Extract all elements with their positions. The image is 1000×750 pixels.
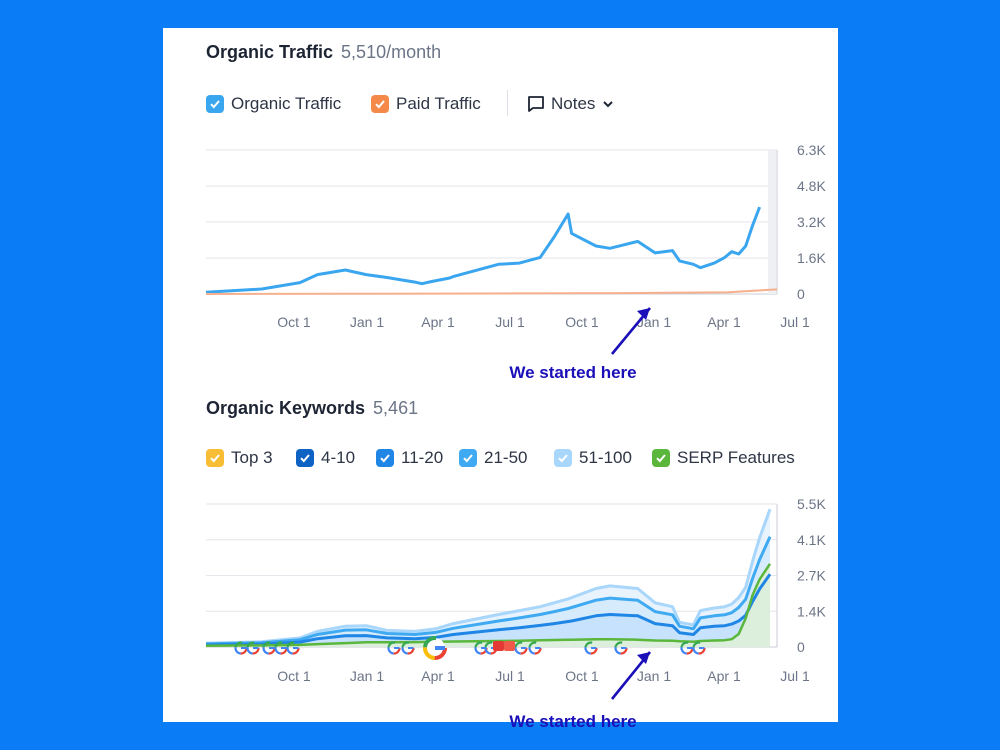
serp-feature-g-icon xyxy=(514,641,528,655)
serp-feature-g-icon xyxy=(401,641,415,655)
y-tick-label: 4.1K xyxy=(797,532,826,548)
organic-keywords-chart: 5.5K 4.1K 2.7K 1.4K 0 Oct 1 Jan 1 Apr 1 Jul 1 Oct… xyxy=(205,496,826,731)
legend-organic-traffic[interactable]: Organic Traffic xyxy=(206,94,341,114)
checkbox-icon[interactable] xyxy=(459,449,477,467)
x-tick-label: Apr 1 xyxy=(421,668,455,684)
x-tick-label: Apr 1 xyxy=(707,314,741,330)
serp-feature-g-icon xyxy=(614,641,628,655)
x-tick-label: Jul 1 xyxy=(495,668,525,684)
legend-label: 51-100 xyxy=(579,448,632,467)
checkbox-icon[interactable] xyxy=(371,95,389,113)
legend-label: 4-10 xyxy=(321,448,356,467)
y-tick-label: 3.2K xyxy=(797,214,826,230)
keywords-title-row: Organic Keywords 5,461 xyxy=(206,398,418,419)
annotation-text: We started here xyxy=(509,363,636,382)
chevron-down-icon xyxy=(603,101,614,108)
x-tick-label: Jan 1 xyxy=(350,668,384,684)
y-tick-label: 0 xyxy=(797,639,805,655)
legend-label: Paid Traffic xyxy=(396,94,481,113)
x-tick-label: Oct 1 xyxy=(277,668,311,684)
y-tick-label: 1.4K xyxy=(797,603,826,619)
x-tick-label: Oct 1 xyxy=(277,314,311,330)
legend-label: 11-20 xyxy=(401,448,444,467)
current-period-band xyxy=(768,150,776,294)
x-tick-label: Apr 1 xyxy=(707,668,741,684)
x-tick-label: Jan 1 xyxy=(637,668,671,684)
legend-serp-features[interactable]: SERP Features xyxy=(652,448,795,468)
notes-label: Notes xyxy=(551,94,596,113)
series-area-11-20 xyxy=(206,574,770,647)
traffic-title: Organic Traffic xyxy=(206,42,334,62)
legend-label: Organic Traffic xyxy=(231,94,342,113)
legend-11-20[interactable]: 11-20 xyxy=(376,448,443,468)
y-tick-label: 0 xyxy=(797,286,805,302)
legend-21-50[interactable]: 21-50 xyxy=(459,448,527,468)
series-line-21-50 xyxy=(205,536,772,646)
legend-paid-traffic[interactable]: Paid Traffic xyxy=(371,94,481,114)
serp-feature-g-icon xyxy=(246,641,260,655)
x-tick-label: Jul 1 xyxy=(780,668,810,684)
keywords-value: 5,461 xyxy=(373,398,419,418)
y-tick-label: 2.7K xyxy=(797,568,826,584)
serp-feature-g-icon xyxy=(387,641,401,655)
organic-traffic-chart: 6.3K 4.8K 3.2K 1.6K 0 Oct 1 Jan 1 Apr 1 Jul 1 Oct… xyxy=(205,142,826,382)
legend-4-10[interactable]: 4-10 xyxy=(296,448,355,468)
y-tick-label: 1.6K xyxy=(797,250,826,266)
report-card: Organic Traffic 5,510/month Organic Traff… xyxy=(163,28,838,731)
legend-label: SERP Features xyxy=(677,448,795,467)
x-tick-label: Jan 1 xyxy=(350,314,384,330)
traffic-title-row: Organic Traffic 5,510/month xyxy=(206,42,441,63)
traffic-value: 5,510/month xyxy=(341,42,442,62)
notes-dropdown[interactable]: Notes xyxy=(527,94,621,114)
x-tick-label: Apr 1 xyxy=(421,314,455,330)
legend-51-100[interactable]: 51-100 xyxy=(554,448,632,468)
serp-feature-g-icon xyxy=(584,641,598,655)
x-tick-label: Oct 1 xyxy=(565,314,599,330)
x-tick-label: Jul 1 xyxy=(780,314,810,330)
x-tick-label: Jul 1 xyxy=(495,314,525,330)
arrow-head-icon xyxy=(637,308,650,320)
serp-feature-g-icon xyxy=(692,641,706,655)
checkbox-icon[interactable] xyxy=(296,449,314,467)
checkbox-icon[interactable] xyxy=(206,95,224,113)
series-line-11-20 xyxy=(205,573,772,647)
series-line-serp-features xyxy=(205,563,772,647)
note-icon xyxy=(528,96,544,112)
series-line-organic-traffic xyxy=(205,206,762,294)
y-tick-label: 4.8K xyxy=(797,178,826,194)
review-flag-icon xyxy=(493,641,515,651)
x-tick-label: Oct 1 xyxy=(565,668,599,684)
series-line-51-100 xyxy=(205,508,772,645)
checkbox-icon[interactable] xyxy=(652,449,670,467)
annotation-text: We started here xyxy=(509,712,636,731)
serp-feature-g-icon xyxy=(528,641,542,655)
legend-label: Top 3 xyxy=(231,448,273,467)
serp-feature-g-icon xyxy=(286,641,300,655)
legend-top-3[interactable]: Top 3 xyxy=(206,448,273,468)
y-tick-label: 5.5K xyxy=(797,496,826,512)
arrow-head-icon xyxy=(637,652,650,664)
keywords-title: Organic Keywords xyxy=(206,398,366,418)
checkbox-icon[interactable] xyxy=(554,449,572,467)
legend-label: 21-50 xyxy=(484,448,528,467)
legend-divider xyxy=(507,90,508,116)
checkbox-icon[interactable] xyxy=(206,449,224,467)
y-tick-label: 6.3K xyxy=(797,142,826,158)
checkbox-icon[interactable] xyxy=(376,449,394,467)
google-logo-icon xyxy=(423,636,447,660)
series-line-paid-traffic xyxy=(205,288,778,295)
